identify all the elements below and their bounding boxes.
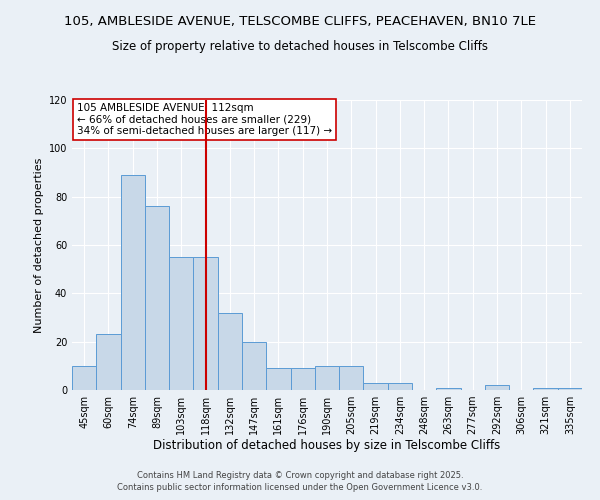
- Bar: [315, 366, 339, 390]
- Bar: [266, 368, 290, 390]
- Bar: [218, 312, 242, 390]
- Bar: [339, 366, 364, 390]
- Bar: [193, 257, 218, 390]
- Bar: [388, 383, 412, 390]
- Y-axis label: Number of detached properties: Number of detached properties: [34, 158, 44, 332]
- Bar: [364, 383, 388, 390]
- Text: 105 AMBLESIDE AVENUE: 112sqm
← 66% of detached houses are smaller (229)
34% of s: 105 AMBLESIDE AVENUE: 112sqm ← 66% of de…: [77, 103, 332, 136]
- Text: 105, AMBLESIDE AVENUE, TELSCOMBE CLIFFS, PEACEHAVEN, BN10 7LE: 105, AMBLESIDE AVENUE, TELSCOMBE CLIFFS,…: [64, 15, 536, 28]
- Bar: [96, 334, 121, 390]
- Bar: [558, 388, 582, 390]
- Bar: [242, 342, 266, 390]
- Bar: [533, 388, 558, 390]
- Bar: [290, 368, 315, 390]
- Text: Size of property relative to detached houses in Telscombe Cliffs: Size of property relative to detached ho…: [112, 40, 488, 53]
- Text: Contains public sector information licensed under the Open Government Licence v3: Contains public sector information licen…: [118, 484, 482, 492]
- X-axis label: Distribution of detached houses by size in Telscombe Cliffs: Distribution of detached houses by size …: [154, 438, 500, 452]
- Bar: [145, 206, 169, 390]
- Bar: [169, 257, 193, 390]
- Bar: [121, 175, 145, 390]
- Bar: [72, 366, 96, 390]
- Text: Contains HM Land Registry data © Crown copyright and database right 2025.: Contains HM Land Registry data © Crown c…: [137, 471, 463, 480]
- Bar: [485, 385, 509, 390]
- Bar: [436, 388, 461, 390]
